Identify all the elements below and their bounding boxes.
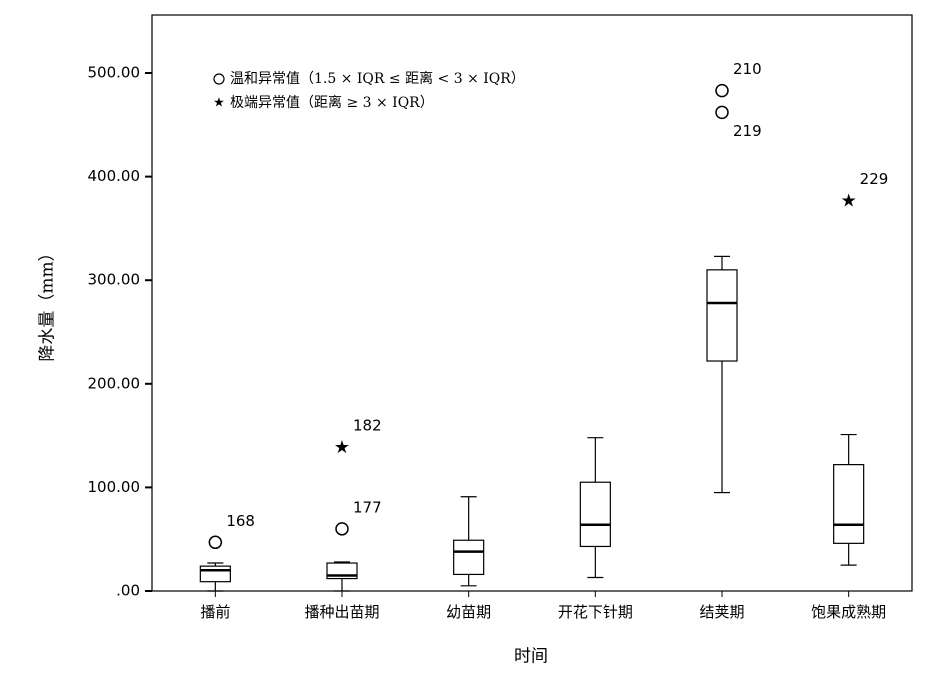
box <box>706 269 738 362</box>
mild-outlier <box>335 522 349 536</box>
box <box>199 565 231 583</box>
x-tick-label: 播种出苗期 <box>304 603 379 621</box>
y-tick-label: 500.00 <box>88 64 141 82</box>
outlier-label: 177 <box>353 498 382 516</box>
plot-frame <box>151 14 913 592</box>
mild-outlier <box>715 105 729 120</box>
outlier-label: 210 <box>733 60 762 78</box>
box <box>833 464 865 544</box>
outlier-label: 229 <box>860 170 889 188</box>
x-tick-label: 幼苗期 <box>446 603 491 621</box>
x-axis-label: 时间 <box>514 647 548 667</box>
x-tick-label: 播前 <box>200 603 230 621</box>
y-tick-label: 200.00 <box>88 374 141 392</box>
y-tick-label: 300.00 <box>88 271 141 289</box>
box <box>453 539 485 576</box>
mild-outlier <box>715 83 729 98</box>
y-tick-label: 100.00 <box>88 478 141 496</box>
x-tick-label: 饱果成熟期 <box>811 603 886 621</box>
outlier-label: 168 <box>226 512 255 530</box>
legend-label: 温和异常值（1.5 × IQR ≤ 距离 < 3 × IQR） <box>230 70 525 87</box>
extreme-outlier: ★ <box>841 190 857 211</box>
outlier-label: 182 <box>353 417 382 435</box>
box <box>579 481 611 548</box>
x-tick-label: 开花下针期 <box>558 603 633 621</box>
x-tick-label: 结荚期 <box>699 603 744 621</box>
y-tick-label: 400.00 <box>88 167 141 185</box>
legend-label: 极端异常值（距离 ≥ 3 × IQR） <box>230 94 434 111</box>
y-tick-label: .00 <box>116 582 140 600</box>
legend-marker: ★ <box>213 96 225 111</box>
extreme-outlier: ★ <box>334 437 350 458</box>
legend-marker <box>213 73 225 85</box>
mild-outlier <box>208 535 223 550</box>
outlier-label: 219 <box>733 122 762 140</box>
y-axis-label: 降水量（mm） <box>38 244 58 361</box>
